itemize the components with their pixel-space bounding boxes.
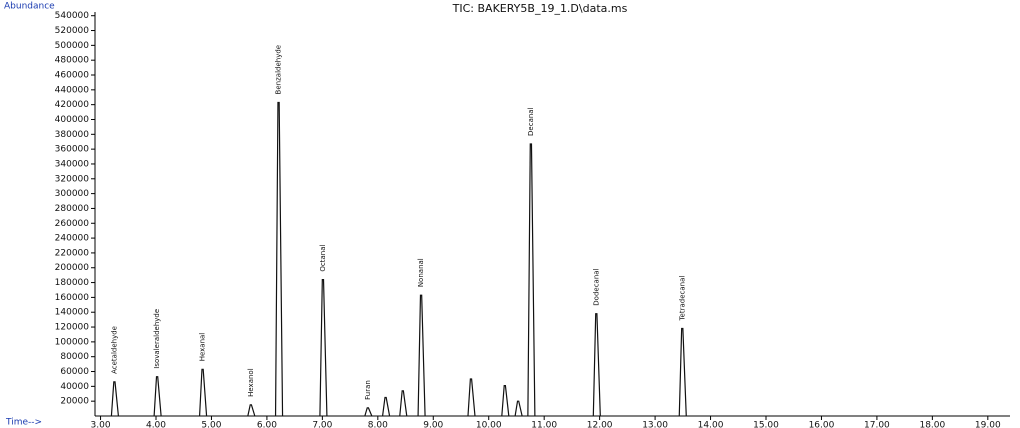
y-tick-label: 500000 xyxy=(55,41,90,51)
y-tick-label: 220000 xyxy=(55,248,90,258)
peak xyxy=(274,101,284,417)
x-tick-label: 12.00 xyxy=(587,421,613,428)
y-tick-label: 100000 xyxy=(55,337,90,347)
peak xyxy=(153,376,162,417)
x-tick-label: 6.00 xyxy=(257,421,277,428)
x-tick-label: 10.00 xyxy=(476,421,502,428)
peak xyxy=(678,327,687,417)
x-tick-label: 18.00 xyxy=(919,421,945,428)
y-tick-label: 140000 xyxy=(55,308,90,318)
x-tick-label: 8.00 xyxy=(368,421,388,428)
peak-label: Hexanal xyxy=(199,333,207,362)
x-tick-label: 13.00 xyxy=(642,421,668,428)
peak xyxy=(364,407,373,417)
y-tick-label: 280000 xyxy=(55,204,90,214)
peak xyxy=(514,400,523,417)
peak xyxy=(592,313,601,417)
peak-label: Furan xyxy=(364,380,372,400)
x-tick-label: 7.00 xyxy=(312,421,332,428)
x-tick-label: 3.00 xyxy=(91,421,111,428)
y-tick-label: 120000 xyxy=(55,323,90,333)
x-tick-label: 15.00 xyxy=(753,421,779,428)
peak-label: Benzaldehyde xyxy=(275,45,283,95)
x-axis-label: Time--> xyxy=(5,418,42,428)
y-tick-label: 360000 xyxy=(55,145,90,155)
peak-label: Octanal xyxy=(319,244,327,271)
x-tick-label: 9.00 xyxy=(423,421,443,428)
y-tick-label: 520000 xyxy=(55,26,90,36)
y-tick-label: 480000 xyxy=(55,56,90,66)
peak xyxy=(501,385,510,417)
y-tick-label: 200000 xyxy=(55,263,90,273)
x-tick-label: 17.00 xyxy=(864,421,890,428)
peak xyxy=(381,396,391,417)
x-tick-label: 4.00 xyxy=(146,421,166,428)
chart-title: TIC: BAKERY5B_19_1.D\data.ms xyxy=(452,2,628,15)
y-tick-label: 180000 xyxy=(55,278,90,288)
y-tick-label: 380000 xyxy=(55,130,90,140)
peak-label: Decanal xyxy=(527,107,535,136)
x-tick-label: 11.00 xyxy=(531,421,557,428)
y-tick-label: 540000 xyxy=(55,11,90,21)
peak xyxy=(319,279,328,417)
x-tick-label: 14.00 xyxy=(698,421,724,428)
peak-label: Acetaldehyde xyxy=(110,326,118,374)
y-tick-label: 460000 xyxy=(55,71,90,81)
y-tick-label: 400000 xyxy=(55,115,90,125)
peak xyxy=(110,381,120,417)
y-tick-label: 260000 xyxy=(55,219,90,229)
y-tick-label: 300000 xyxy=(55,189,90,199)
peak xyxy=(417,294,426,417)
peak-label: Nonanal xyxy=(417,258,425,287)
peak-label: Tetradecanal xyxy=(678,276,686,322)
y-tick-label: 420000 xyxy=(55,100,90,110)
y-tick-label: 40000 xyxy=(60,382,89,392)
y-tick-label: 320000 xyxy=(55,174,90,184)
y-tick-label: 240000 xyxy=(55,234,90,244)
peak xyxy=(467,378,476,417)
peak xyxy=(527,143,536,417)
y-tick-label: 60000 xyxy=(60,367,89,377)
y-tick-label: 80000 xyxy=(60,352,89,362)
y-tick-label: 20000 xyxy=(60,397,89,407)
peak-label: Isovaleraldehyde xyxy=(153,309,161,369)
y-tick-label: 160000 xyxy=(55,293,90,303)
peak-label: Hexanol xyxy=(247,368,255,397)
peak xyxy=(399,390,408,417)
y-tick-label: 440000 xyxy=(55,85,90,95)
x-tick-label: 5.00 xyxy=(201,421,221,428)
peak-label: Dodecanal xyxy=(592,268,600,305)
peak xyxy=(247,404,256,417)
y-tick-label: 340000 xyxy=(55,159,90,169)
x-tick-label: 16.00 xyxy=(809,421,835,428)
y-axis-label: Abundance xyxy=(4,2,55,12)
peak xyxy=(198,368,208,417)
x-tick-label: 19.00 xyxy=(975,421,1001,428)
